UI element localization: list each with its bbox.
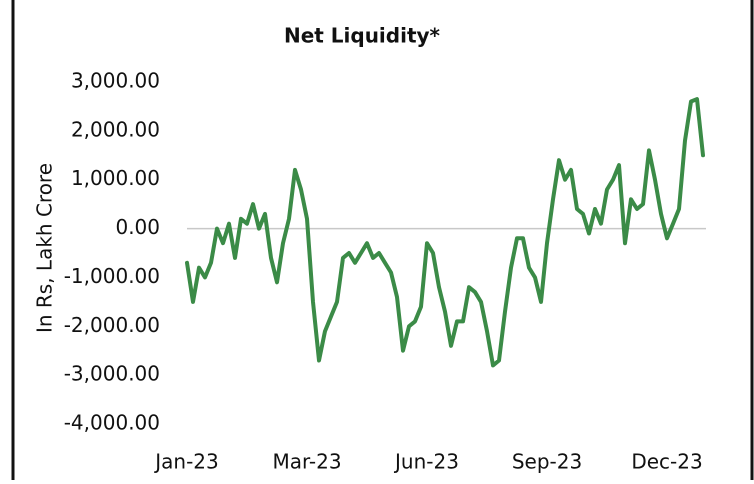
chart-title: Net Liquidity* xyxy=(284,24,441,48)
x-tick-label: Dec-23 xyxy=(631,450,702,474)
y-tick-label: 0.00 xyxy=(115,215,160,239)
y-axis-label: In Rs, Lakh Crore xyxy=(33,163,57,333)
y-tick-label: -1,000.00 xyxy=(64,264,160,288)
x-tick-label: Jun-23 xyxy=(393,450,459,474)
y-tick-label: -2,000.00 xyxy=(64,313,160,337)
x-tick-label: Jan-23 xyxy=(153,450,219,474)
x-tick-label: Sep-23 xyxy=(512,450,582,474)
y-tick-label: 3,000.00 xyxy=(71,69,160,93)
y-tick-label: -4,000.00 xyxy=(64,411,160,435)
line-series xyxy=(185,97,705,368)
y-tick-label: 1,000.00 xyxy=(71,166,160,190)
y-tick-label: 2,000.00 xyxy=(71,117,160,141)
y-tick-label: -3,000.00 xyxy=(64,362,160,386)
x-tick-label: Mar-23 xyxy=(272,450,341,474)
